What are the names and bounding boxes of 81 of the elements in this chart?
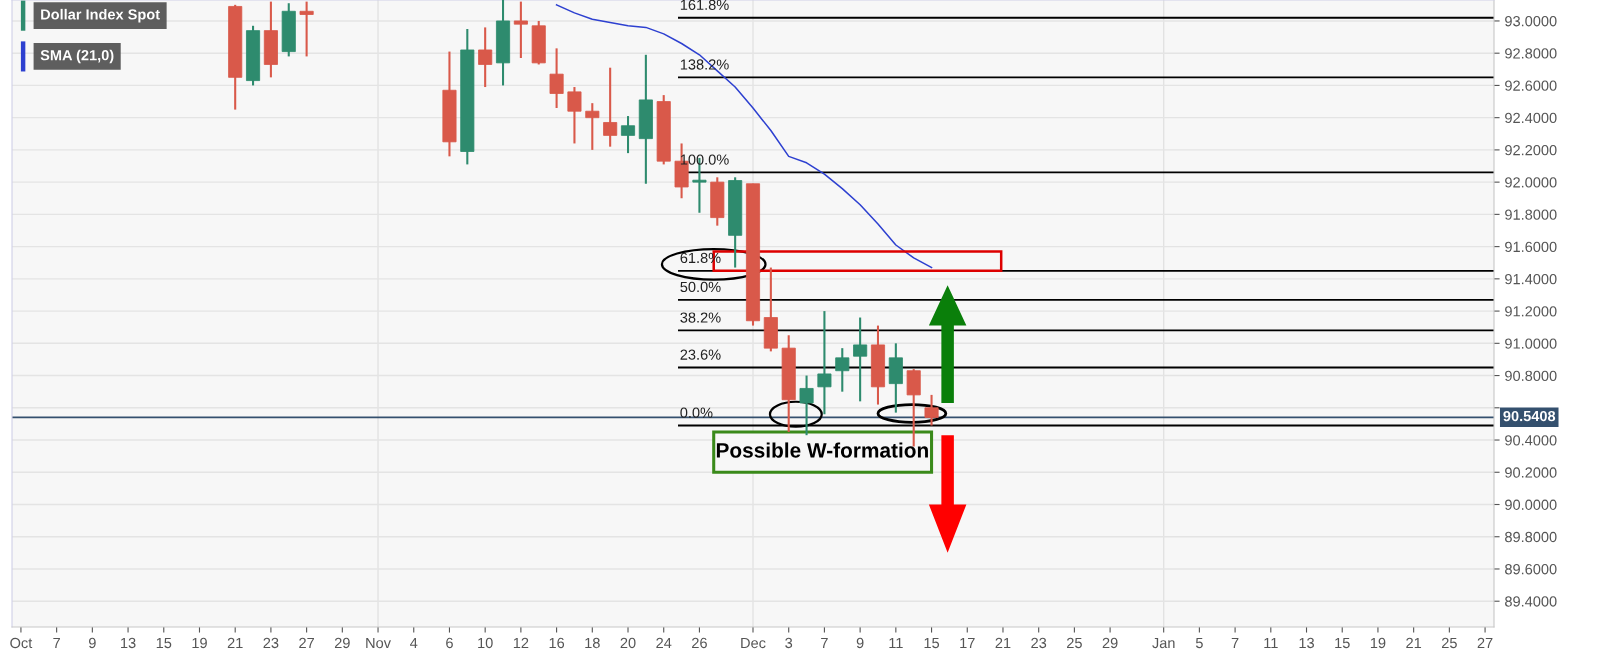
x-tick-label: Oct <box>10 637 33 649</box>
x-tick-label: 5 <box>1195 637 1203 649</box>
y-tick-label: 92.6000 <box>1505 80 1557 91</box>
x-tick-label: 18 <box>585 637 600 649</box>
annotation: 0.0% <box>680 407 713 418</box>
y-tick-label: 92.4000 <box>1505 112 1557 124</box>
candlestick <box>853 316 868 403</box>
x-tick-label: 24 <box>656 637 672 648</box>
legend-label: SMA (21,0) <box>40 49 114 64</box>
x-tick-label: 10 <box>478 637 493 649</box>
x-tick-label: 16 <box>549 637 565 649</box>
x-tick-label: 19 <box>192 637 207 649</box>
x-tick-label: 23 <box>1031 637 1047 649</box>
y-tick-label: 90.0000 <box>1505 499 1557 510</box>
x-tick-label: 21 <box>995 637 1011 648</box>
y-tick-label: 92.8000 <box>1505 48 1557 59</box>
x-tick-label: Nov <box>366 637 391 649</box>
y-tick-label: 92.0000 <box>1505 177 1557 188</box>
x-tick-label: 27 <box>299 637 314 648</box>
candlestick <box>924 393 939 427</box>
x-tick-label: 20 <box>620 637 636 649</box>
x-tick-label: 15 <box>924 637 940 649</box>
x-tick-label: 25 <box>1067 637 1082 649</box>
x-tick-label: 7 <box>53 637 60 648</box>
candlestick <box>549 47 564 110</box>
y-tick-label: 90.8000 <box>1505 370 1557 381</box>
x-tick-label: 26 <box>692 637 707 649</box>
annotation: 161.8% <box>680 0 729 11</box>
candlestick <box>478 26 493 89</box>
legend-label: Dollar Index Spot <box>41 8 160 23</box>
x-tick-label: 25 <box>1441 637 1457 649</box>
y-tick-label: 91.4000 <box>1505 273 1557 285</box>
y-tick-label: 89.6000 <box>1505 564 1557 575</box>
x-tick-label: 11 <box>889 637 903 648</box>
x-tick-label: 9 <box>856 637 864 649</box>
x-tick-label: 29 <box>1102 637 1118 649</box>
candlestick <box>299 0 314 58</box>
y-tick-label: 91.6000 <box>1505 241 1557 253</box>
annotation: 23.6% <box>680 349 721 360</box>
ref-line-label: 90.5408 <box>1503 410 1556 422</box>
y-tick-label: 89.4000 <box>1505 596 1557 607</box>
candlestick <box>835 347 850 393</box>
y-tick-label: 91.8000 <box>1505 209 1557 220</box>
x-tick-label: 4 <box>410 637 418 648</box>
x-tick-label: 27 <box>1477 637 1493 648</box>
x-tick-label: 12 <box>513 637 529 648</box>
y-tick-label: 90.4000 <box>1505 435 1557 446</box>
y-tick-label: 90.2000 <box>1505 467 1557 478</box>
annotation: 38.2% <box>680 312 721 323</box>
candlestick <box>799 374 814 437</box>
x-tick-label: Jan <box>1152 637 1175 649</box>
candlestick <box>603 66 618 148</box>
x-tick-label: 9 <box>88 637 96 649</box>
candlestick <box>567 86 582 145</box>
x-tick-label: 3 <box>785 637 793 649</box>
annotation: Possible W-formation <box>716 442 928 458</box>
x-tick-label: 13 <box>121 637 136 649</box>
y-tick-label: 93.0000 <box>1505 16 1557 27</box>
x-tick-label: 15 <box>1335 637 1350 649</box>
x-tick-label: 11 <box>1264 637 1278 648</box>
y-tick-label: 91.2000 <box>1505 306 1557 317</box>
x-tick-label: 23 <box>263 637 279 649</box>
x-tick-label: 19 <box>1370 637 1386 649</box>
y-tick-label: 92.2000 <box>1505 145 1557 156</box>
x-tick-label: 7 <box>1231 637 1239 648</box>
x-tick-label: 21 <box>1406 637 1422 648</box>
x-tick-label: Dec <box>741 637 766 649</box>
x-tick-label: 29 <box>334 637 350 649</box>
x-tick-label: 13 <box>1299 637 1314 649</box>
x-tick-label: 21 <box>227 637 243 648</box>
x-tick-label: 15 <box>156 637 172 649</box>
annotation: 50.0% <box>680 281 721 293</box>
x-tick-label: 17 <box>960 637 975 648</box>
candlestick <box>585 102 600 151</box>
candlestick <box>513 0 528 60</box>
candlestick <box>620 115 636 155</box>
y-tick-label: 89.8000 <box>1505 531 1557 543</box>
x-tick-label: 7 <box>821 637 828 648</box>
candlestick <box>817 310 832 416</box>
x-tick-label: 6 <box>446 637 453 649</box>
y-tick-label: 91.0000 <box>1505 338 1557 349</box>
